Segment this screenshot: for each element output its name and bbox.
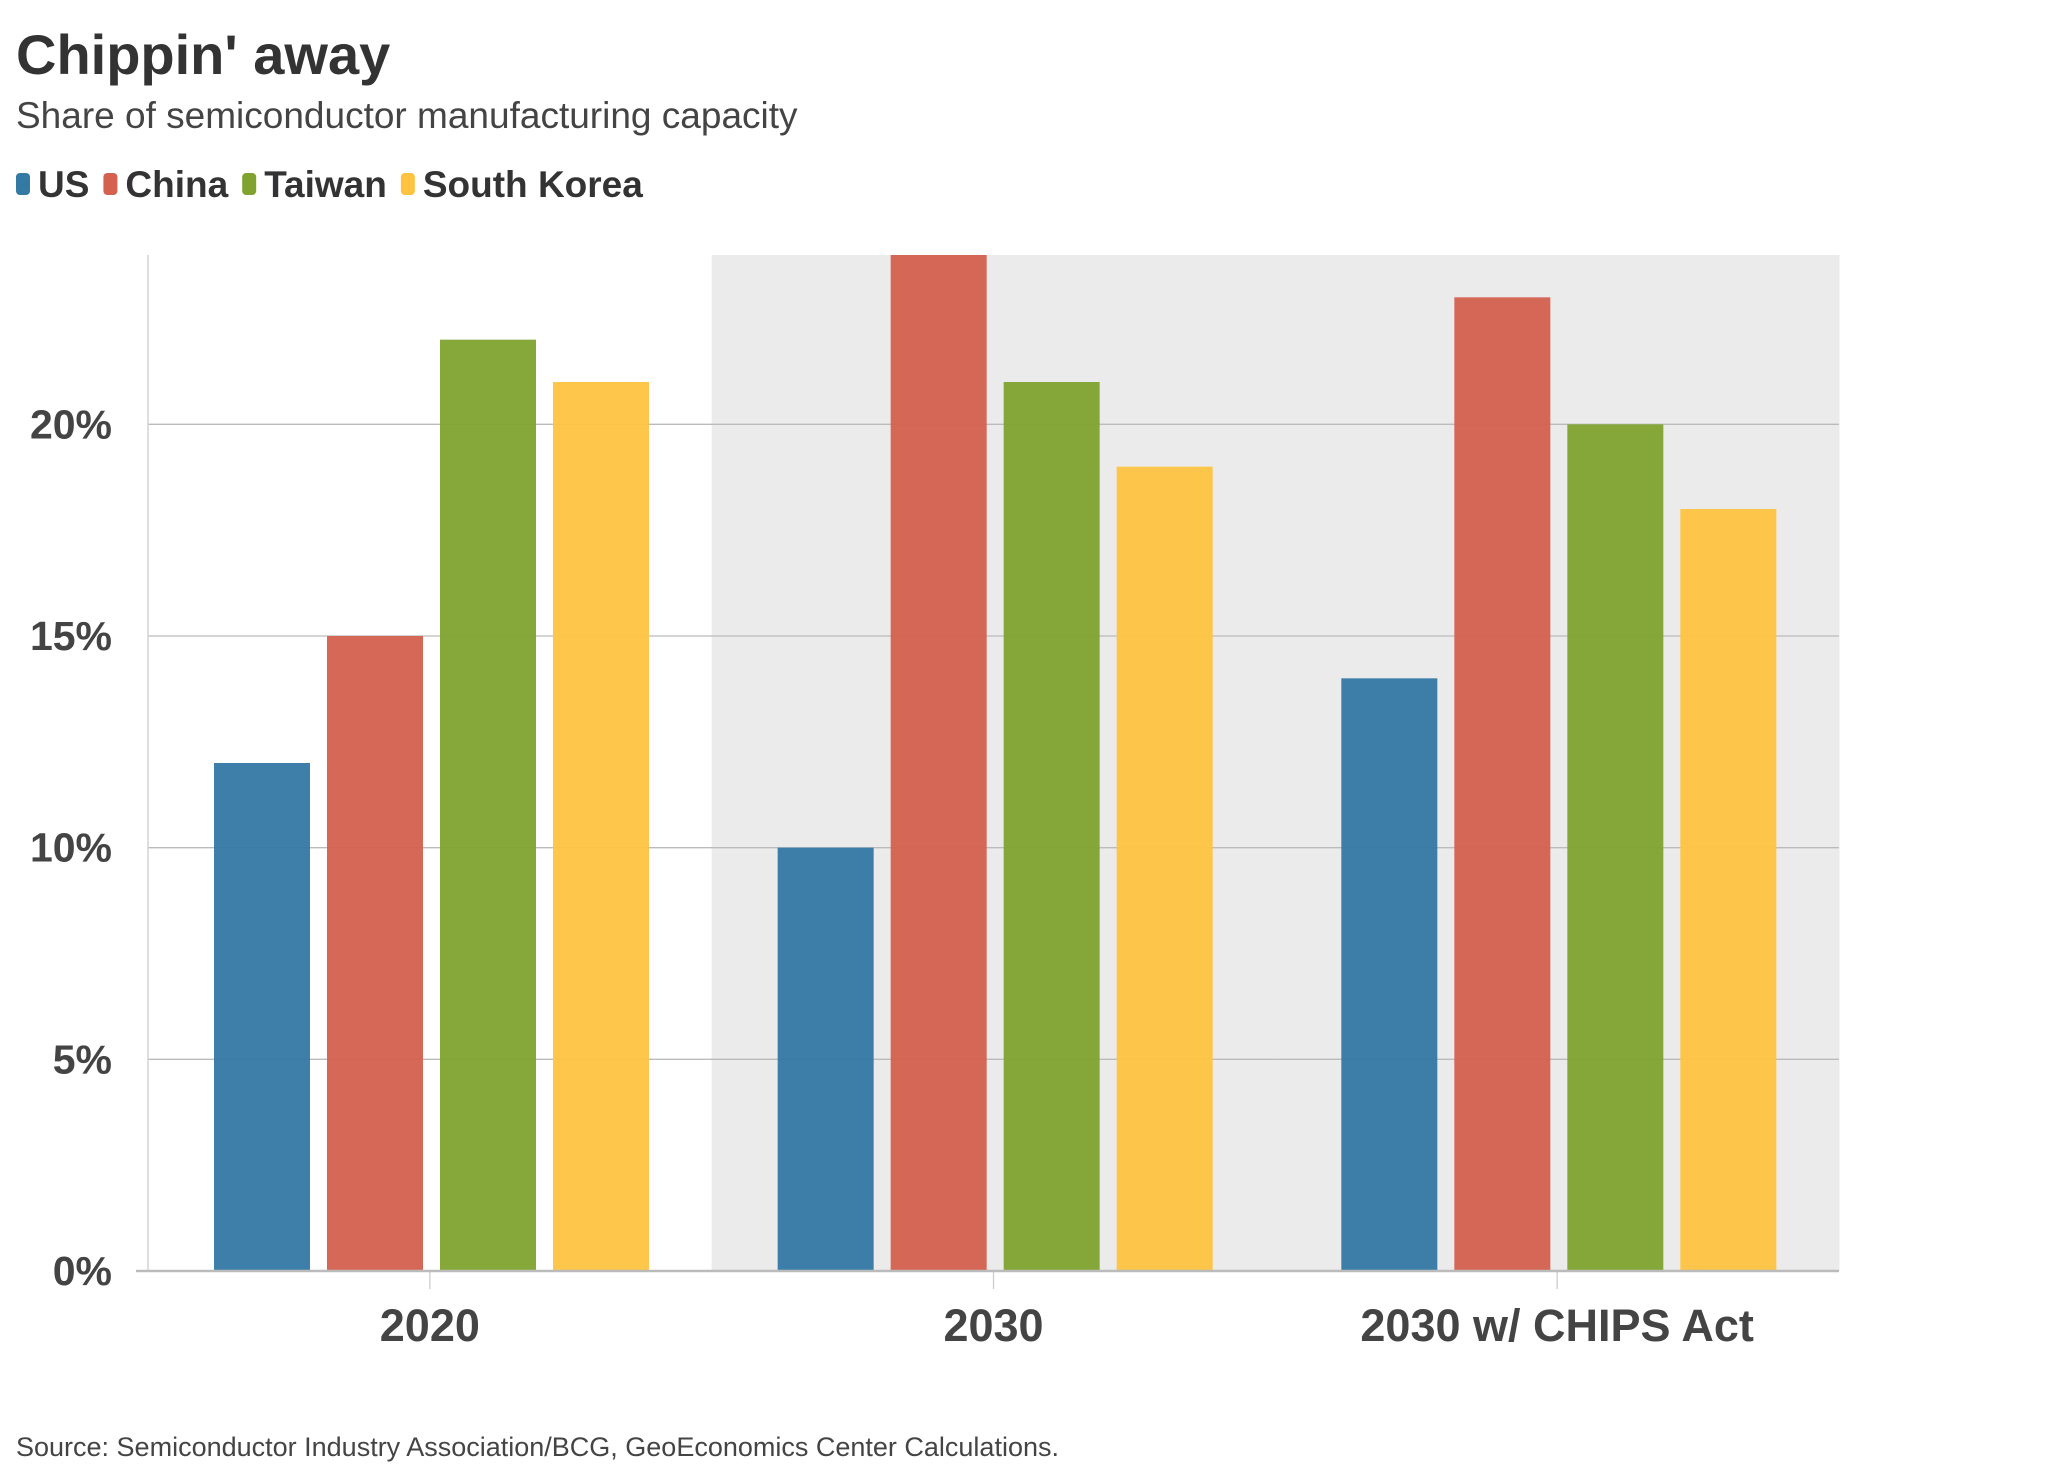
x-tick-label: 2020 [380,1300,480,1351]
legend-label: US [38,164,89,205]
y-tick-label: 5% [53,1036,112,1082]
bar-china [327,636,423,1271]
y-tick-label: 10% [30,825,112,871]
legend-label: China [125,164,228,205]
bar-us [214,763,310,1271]
bar-us [1341,678,1438,1271]
bar-south-korea [1680,509,1777,1271]
legend-swatch [103,173,118,195]
chart-title: Chippin' away [16,23,390,86]
y-tick-label: 0% [53,1248,112,1294]
chart-subtitle: Share of semiconductor manufacturing cap… [16,95,798,136]
bar-south-korea [553,382,649,1271]
legend: US China Taiwan South Korea [16,164,643,205]
bar-taiwan [440,339,536,1272]
bar-south-korea [1116,466,1213,1272]
plot-area: 0% 5% 10% 15% 20% 2020 2030 2030 w/ CHIPS Act [30,255,1840,1351]
y-tick-label: 20% [30,401,112,447]
legend-swatch [242,173,257,195]
y-tick-label: 15% [30,613,112,659]
bar-taiwan [1003,382,1100,1271]
bar-taiwan [1567,424,1664,1271]
bar-china [1454,297,1551,1271]
source-note: Source: Semiconductor Industry Associati… [16,1432,1059,1462]
legend-label: South Korea [423,164,643,205]
bar-us [777,847,874,1271]
legend-label: Taiwan [264,164,387,205]
legend-swatch [400,173,415,195]
x-tick-label: 2030 w/ CHIPS Act [1360,1300,1754,1351]
x-tick-label: 2030 [943,1300,1043,1351]
bar-china [890,255,987,1271]
legend-swatch [16,173,30,195]
